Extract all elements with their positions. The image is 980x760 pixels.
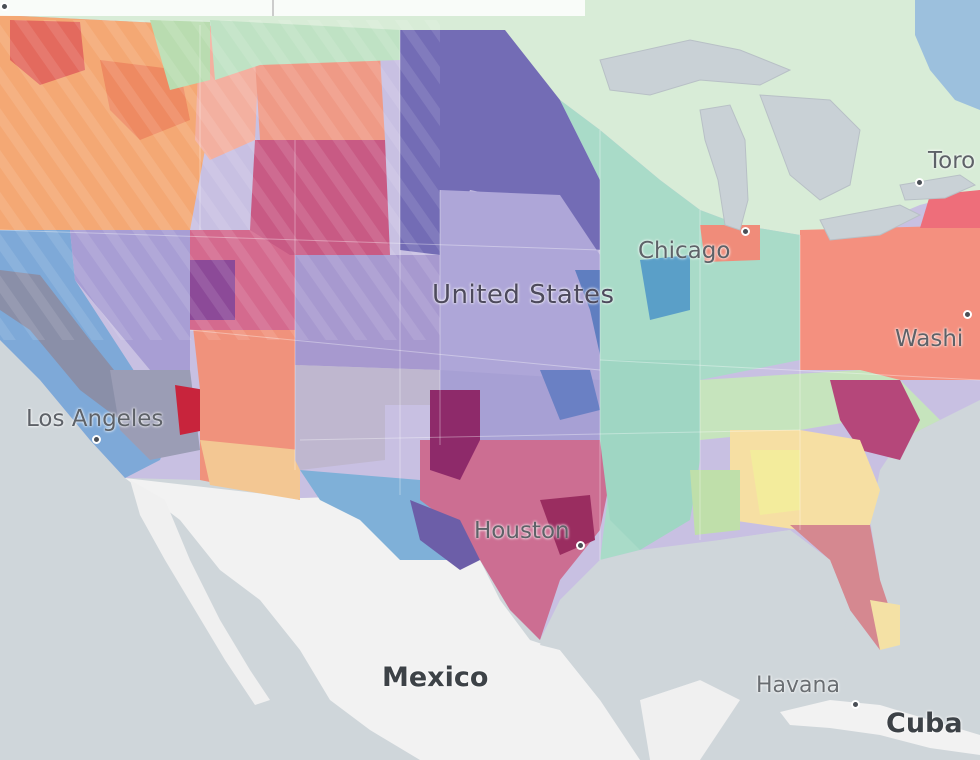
- region-al-lemon: [750, 450, 800, 515]
- region-tx-purple-west: [410, 500, 480, 570]
- lake-ontario: [899, 174, 977, 201]
- marker-washington[interactable]: [963, 310, 972, 319]
- lake-erie: [819, 204, 922, 241]
- region-tx-gulf-dark: [540, 495, 595, 555]
- region-wi-blue: [640, 255, 690, 320]
- gulf-of-mexico: [540, 530, 850, 700]
- region-tx-deep: [430, 390, 480, 480]
- region-fl-yellow: [870, 600, 900, 650]
- west-hatch-overlay: [0, 20, 440, 340]
- marker-top-left[interactable]: [0, 2, 9, 11]
- marker-los-angeles[interactable]: [92, 435, 101, 444]
- region-nc-magenta: [830, 380, 920, 460]
- region-az-yellow: [200, 440, 300, 500]
- map-control-strip[interactable]: [0, 0, 585, 16]
- yucatan-land: [640, 680, 740, 760]
- marker-toronto[interactable]: [915, 178, 924, 187]
- map-control-divider: [272, 0, 274, 16]
- lake-huron: [759, 94, 861, 201]
- label-houston: Houston: [474, 518, 570, 544]
- baja-peninsula: [130, 480, 270, 705]
- mexico-land: [125, 478, 640, 760]
- label-los-angeles: Los Angeles: [26, 406, 164, 432]
- region-texas: [420, 440, 610, 640]
- marker-houston[interactable]: [576, 541, 585, 550]
- label-washington: Washi: [895, 326, 964, 352]
- label-cuba: Cuba: [886, 708, 963, 739]
- region-east-teal-2: [600, 360, 700, 550]
- label-toronto: Toro: [928, 148, 976, 174]
- region-ms-green: [690, 470, 740, 535]
- region-ga-yellow: [730, 430, 880, 530]
- region-plains-purple: [440, 190, 600, 390]
- region-nm-mixed: [295, 365, 440, 470]
- lake-superior: [599, 39, 792, 96]
- label-mexico: Mexico: [382, 662, 489, 693]
- hudson-water: [915, 0, 980, 110]
- region-az-red: [175, 385, 205, 435]
- label-havana: Havana: [756, 673, 840, 698]
- marker-chicago[interactable]: [741, 227, 750, 236]
- cuba-island: [780, 700, 980, 755]
- marker-havana[interactable]: [851, 700, 860, 709]
- lake-michigan: [699, 104, 749, 231]
- region-northeast: [800, 225, 980, 380]
- region-ne-red: [920, 190, 980, 228]
- label-chicago: Chicago: [638, 238, 731, 264]
- region-florida: [790, 525, 900, 650]
- region-ok-blue: [540, 370, 600, 420]
- label-united-states: United States: [432, 280, 615, 310]
